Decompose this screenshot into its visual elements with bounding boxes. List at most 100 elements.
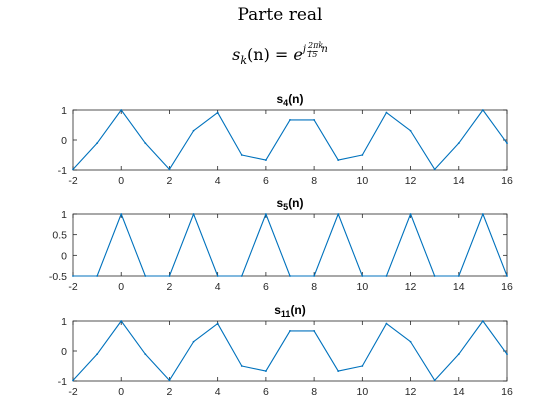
data-point: [72, 275, 74, 277]
formula-exp-n: n: [321, 44, 327, 55]
subplot-title: s4(n): [276, 92, 303, 108]
x-tick-label: 0: [118, 281, 124, 293]
x-tick-label: -2: [68, 281, 77, 293]
subplot-title-main: s: [274, 303, 281, 317]
y-tick-label: -0.5: [49, 271, 67, 283]
subplot-title-main: s: [276, 92, 283, 106]
data-point: [264, 370, 267, 372]
data-point: [240, 365, 243, 367]
subplot-title-suffix: (n): [288, 92, 303, 106]
formula-exp-num: 2πk: [307, 41, 323, 50]
y-tick-label: 1: [61, 105, 67, 117]
data-point: [313, 119, 316, 121]
x-tick-label: 4: [215, 281, 221, 293]
subplot-2: s5(n) -2 0 2 4 6 8 10 12 14 16 -0.5 0 0.5 1: [49, 196, 513, 293]
subplot-title: s11(n): [274, 303, 306, 319]
y-tick-label: -1: [58, 376, 67, 388]
data-point: [337, 159, 340, 161]
x-tick-label: 16: [501, 386, 513, 398]
data-point: [240, 154, 243, 156]
subplot-title-sub: 4: [283, 98, 288, 108]
data-point: [289, 119, 291, 121]
data-point: [337, 213, 340, 215]
data-point: [409, 340, 412, 343]
data-point: [72, 379, 74, 382]
data-point: [409, 129, 412, 132]
data-point: [289, 275, 291, 277]
x-tick-label: 14: [453, 386, 465, 398]
data-point: [168, 168, 171, 171]
data-point: [433, 275, 436, 277]
x-tick-label: 6: [263, 281, 269, 293]
data-point: [481, 320, 484, 322]
data-point: [313, 330, 316, 332]
data-point: [264, 159, 267, 161]
data-point: [240, 275, 243, 277]
x-tick-label: 2: [167, 175, 173, 187]
formula-lhs-sub: k: [240, 54, 247, 67]
x-tick-label: 2: [167, 281, 173, 293]
data-point: [409, 213, 412, 215]
data-point: [385, 275, 388, 277]
data-point: [120, 109, 123, 111]
x-tick-label: 14: [453, 175, 465, 187]
data-point: [313, 275, 316, 277]
data-point: [192, 213, 195, 215]
data-point: [96, 353, 99, 356]
data-point: [216, 275, 219, 277]
x-tick-label: 12: [405, 386, 417, 398]
data-point: [192, 129, 195, 132]
x-tick-label: 16: [501, 175, 513, 187]
data-point: [506, 142, 508, 145]
subplot-title-suffix: (n): [288, 196, 303, 210]
data-point: [385, 111, 388, 114]
data-point: [96, 142, 99, 145]
data-point: [457, 275, 460, 277]
subplot-1: s4(n)-2 0 2 4 6 8 10 12 14 16-101: [58, 92, 513, 187]
x-tick-label: 10: [356, 386, 368, 398]
data-point: [385, 322, 388, 325]
y-tick-label: 0: [61, 135, 67, 147]
data-point: [457, 353, 460, 356]
y-tick-label: 1: [61, 209, 67, 221]
data-point: [120, 320, 123, 322]
x-tick-label: 4: [215, 175, 221, 187]
data-point: [192, 340, 195, 343]
y-tick-label: -1: [58, 165, 67, 177]
data-point: [361, 154, 364, 156]
data-point: [168, 275, 171, 277]
formula-exp-j: j: [301, 44, 306, 55]
x-tick-label: -2: [68, 386, 77, 398]
x-tick-label: 8: [311, 175, 317, 187]
y-tick-label: 0: [61, 346, 67, 358]
x-tick-label: 12: [405, 281, 417, 293]
data-point: [481, 213, 484, 215]
x-tick-label: 10: [356, 281, 368, 293]
x-tick-label: 16: [501, 281, 513, 293]
x-tick-label: 6: [263, 386, 269, 398]
subplot-title-suffix: (n): [290, 303, 305, 317]
data-point: [289, 330, 291, 332]
formula-lhs-arg: (n) =: [247, 45, 293, 64]
data-point: [481, 109, 484, 111]
x-tick-label: 14: [453, 281, 465, 293]
x-tick-label: 6: [263, 175, 269, 187]
data-point: [506, 275, 508, 277]
subplot-title-sub: 5: [283, 202, 288, 212]
axes-frame: [72, 213, 508, 277]
data-point: [120, 213, 123, 215]
figure-title: Parte real: [238, 5, 323, 25]
data-point: [433, 168, 436, 171]
formula-lhs: s: [232, 45, 240, 64]
x-tick-label: 0: [118, 386, 124, 398]
data-point: [144, 353, 147, 356]
data-point: [506, 353, 508, 356]
x-tick-label: 4: [215, 386, 221, 398]
data-point: [264, 213, 267, 215]
data-point: [361, 365, 364, 367]
x-tick-label: -2: [68, 175, 77, 187]
data-point: [216, 111, 219, 114]
data-point: [433, 379, 436, 382]
subplot-title-sub: 11: [281, 309, 291, 319]
